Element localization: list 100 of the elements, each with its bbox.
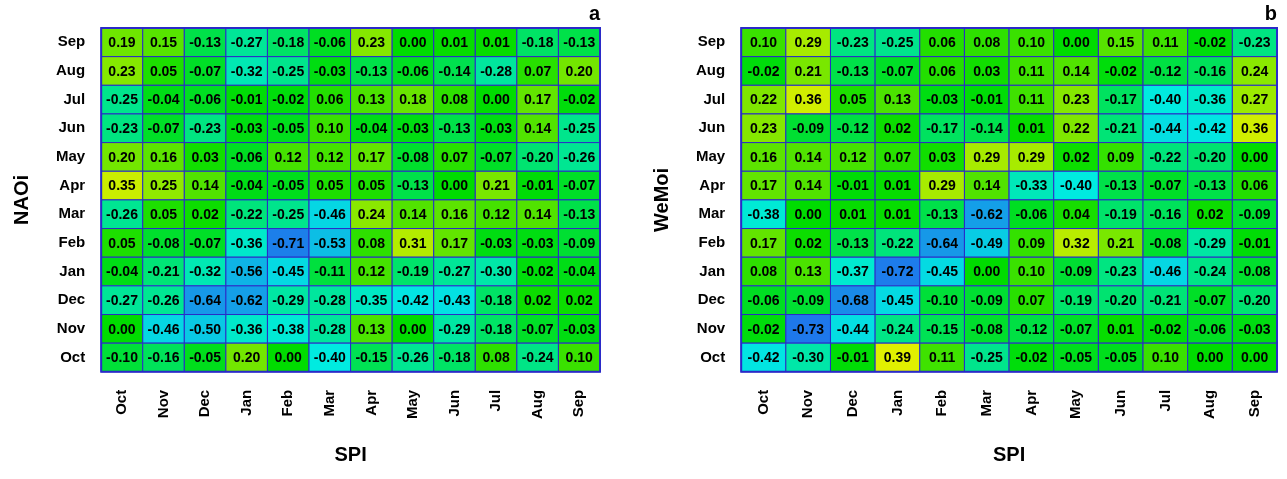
data-label: -0.19 xyxy=(396,263,430,280)
data-label: -0.09 xyxy=(792,120,825,137)
y-tick-label: Feb xyxy=(698,233,726,251)
data-label: -0.06 xyxy=(230,148,263,165)
data-label: 0.15 xyxy=(1107,34,1135,51)
data-label: -0.24 xyxy=(521,349,554,366)
data-label: -0.09 xyxy=(1060,263,1093,280)
data-label: 0.21 xyxy=(1107,234,1135,251)
y-tick-label: May xyxy=(55,147,86,165)
data-label: 0.00 xyxy=(973,263,1001,280)
data-label: -0.01 xyxy=(1238,234,1271,251)
data-label: -0.22 xyxy=(230,206,263,223)
data-label: -0.03 xyxy=(230,120,263,137)
data-label: 0.29 xyxy=(928,177,956,194)
data-label: -0.05 xyxy=(1104,349,1137,366)
data-label: -0.02 xyxy=(747,320,780,337)
data-label: -0.13 xyxy=(563,34,596,51)
data-label: -0.30 xyxy=(480,263,513,280)
data-label: -0.24 xyxy=(1194,263,1227,280)
data-label: -0.02 xyxy=(1194,34,1227,51)
data-label: 0.00 xyxy=(399,34,427,51)
data-label: 0.11 xyxy=(1018,62,1045,79)
data-label: -0.64 xyxy=(189,292,222,309)
data-label: -0.18 xyxy=(521,34,554,51)
data-label: -0.46 xyxy=(313,206,346,223)
data-label: 0.23 xyxy=(749,120,778,137)
data-label: -0.08 xyxy=(970,320,1003,337)
data-label: 0.10 xyxy=(1017,263,1046,280)
data-label: -0.03 xyxy=(396,120,430,137)
data-label: -0.20 xyxy=(1238,292,1271,309)
data-label: -0.38 xyxy=(272,320,305,337)
data-label: -0.27 xyxy=(106,292,139,309)
x-tick-label: Dec xyxy=(195,389,213,418)
data-label: -0.14 xyxy=(970,120,1003,137)
chart-title: a xyxy=(588,1,601,24)
x-tick-label: May xyxy=(1066,389,1084,420)
x-tick-label: Apr xyxy=(1021,389,1039,416)
y-tick-label: Jun xyxy=(698,118,726,136)
data-label: -0.36 xyxy=(230,234,263,251)
data-label: -0.27 xyxy=(230,34,263,51)
data-label: 0.00 xyxy=(1241,349,1269,366)
data-label: 0.01 xyxy=(1017,120,1046,137)
data-label: 0.16 xyxy=(749,148,778,165)
data-label: 0.12 xyxy=(274,148,303,165)
data-label: -0.29 xyxy=(438,320,471,337)
x-tick-label: Jul xyxy=(486,389,504,412)
x-tick-label: Nov xyxy=(153,389,171,419)
data-label: -0.03 xyxy=(480,120,513,137)
data-label: -0.08 xyxy=(1149,234,1182,251)
data-label: -0.62 xyxy=(230,292,263,309)
data-label: 0.16 xyxy=(440,206,469,223)
data-label: 0.02 xyxy=(191,206,219,223)
data-label: -0.06 xyxy=(1194,320,1227,337)
data-label: -0.45 xyxy=(881,292,914,309)
x-tick-label: Dec xyxy=(842,389,860,418)
data-label: -0.42 xyxy=(1194,120,1227,137)
data-label: 0.15 xyxy=(149,34,178,51)
data-label: -0.09 xyxy=(792,292,825,309)
data-label: -0.50 xyxy=(189,320,222,337)
data-label: 0.21 xyxy=(794,62,822,79)
data-label: -0.09 xyxy=(1238,206,1271,223)
data-label: 0.00 xyxy=(440,177,469,194)
data-label: -0.16 xyxy=(1194,62,1227,79)
data-label: 0.05 xyxy=(108,234,136,251)
x-tick-label: Jan xyxy=(236,389,254,416)
data-label: -0.21 xyxy=(1104,120,1137,137)
data-label: 0.01 xyxy=(440,34,469,51)
data-label: 0.08 xyxy=(973,34,1001,51)
data-label: 0.02 xyxy=(883,120,912,137)
data-label: -0.22 xyxy=(1149,148,1182,165)
data-label: -0.07 xyxy=(147,120,180,137)
data-label: -0.03 xyxy=(1238,320,1271,337)
data-label: 0.08 xyxy=(749,263,778,280)
data-label: -0.46 xyxy=(147,320,180,337)
data-label: -0.13 xyxy=(1104,177,1137,194)
data-label: -0.25 xyxy=(106,91,139,108)
data-label: 0.07 xyxy=(440,148,469,165)
data-label: -0.18 xyxy=(480,320,513,337)
data-label: -0.30 xyxy=(792,349,825,366)
data-label: -0.45 xyxy=(926,263,959,280)
data-label: -0.32 xyxy=(230,62,263,79)
data-label: 0.13 xyxy=(357,91,386,108)
data-label: -0.12 xyxy=(1149,62,1182,79)
data-label: 0.01 xyxy=(1107,320,1135,337)
data-label: -0.13 xyxy=(836,62,869,79)
data-label: -0.04 xyxy=(355,120,388,137)
data-label: 0.27 xyxy=(1241,91,1269,108)
y-tick-label: Jan xyxy=(59,261,86,279)
data-label: 0.07 xyxy=(524,62,552,79)
data-label: -0.07 xyxy=(881,62,914,79)
data-label: -0.07 xyxy=(1194,292,1227,309)
x-tick-label: Mar xyxy=(319,389,337,417)
data-label: -0.21 xyxy=(147,263,180,280)
data-label: -0.68 xyxy=(836,292,869,309)
data-label: -0.13 xyxy=(1194,177,1227,194)
data-label: 0.14 xyxy=(524,206,552,223)
data-label: -0.14 xyxy=(438,62,471,79)
data-label: -0.10 xyxy=(106,349,139,366)
y-tick-label: Dec xyxy=(697,290,726,308)
data-label: -0.49 xyxy=(970,234,1003,251)
